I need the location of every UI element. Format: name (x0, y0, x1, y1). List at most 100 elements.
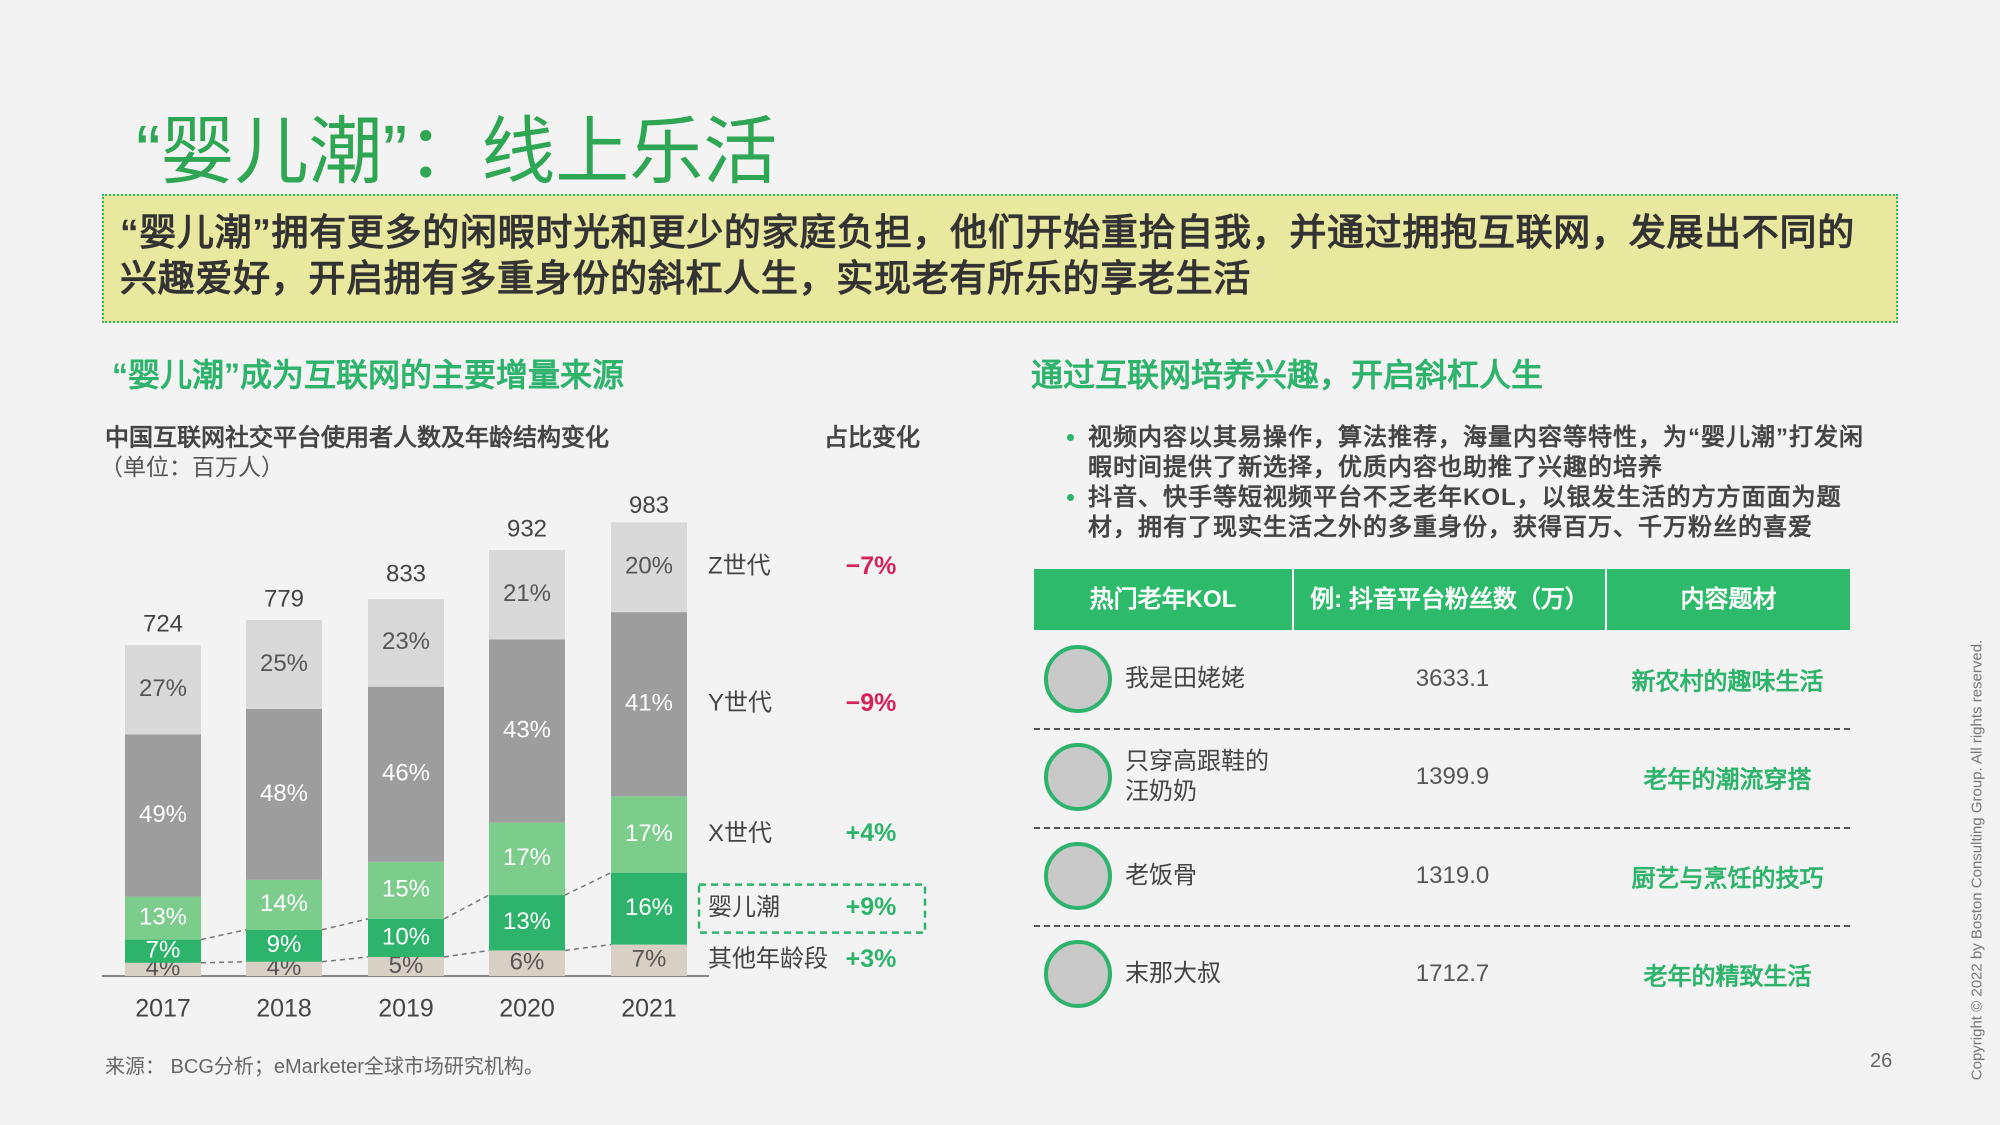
segment-label: 13% (503, 908, 551, 935)
segment-label: 13% (139, 903, 187, 930)
legend-highlight (697, 883, 927, 934)
legend-label: 其他年龄段 (708, 946, 828, 973)
change-value: −7% (846, 552, 897, 580)
table-header (1034, 569, 1850, 630)
segment-label: 49% (139, 801, 187, 828)
segment-label: 6% (510, 949, 545, 976)
fan-count: 1712.7 (1415, 960, 1490, 987)
bullet-list: 视频内容以其易操作，算法推荐，海量内容等特性，为“婴儿潮”打发闲暇时间提供了新选… (1060, 423, 1868, 543)
change-header: 占比变化 (824, 423, 920, 451)
x-tick-label: 2017 (135, 995, 191, 1023)
change-value: −9% (846, 689, 897, 717)
slide-title: “婴儿潮”：线上乐活 (136, 110, 778, 193)
trend-dash (200, 961, 247, 964)
table-header-cell: 热门老年KOL (1089, 586, 1237, 613)
bar-segment (125, 939, 201, 963)
chart-title: 中国互联网社交平台使用者人数及年龄结构变化 (105, 423, 609, 451)
segment-label: 48% (260, 780, 308, 807)
segment-label: 25% (260, 650, 308, 677)
avatar (1044, 940, 1112, 1008)
bar-segment (611, 944, 687, 976)
segment-label: 43% (503, 716, 551, 743)
bar-segment (489, 950, 565, 976)
kol-name: 老饭骨 (1125, 862, 1197, 889)
header-divider (1292, 569, 1294, 630)
bar-segment (611, 522, 687, 613)
summary-box (102, 194, 1898, 323)
kol-name: 只穿高跟鞋的汪奶奶 (1125, 748, 1269, 805)
segment-label: 16% (625, 894, 673, 921)
chart-subtitle: （单位：百万人） (100, 454, 284, 480)
chart: 中国互联网社交平台使用者人数及年龄结构变化 （单位：百万人） 占比变化 4%7%… (100, 423, 927, 1023)
change-value: +9% (846, 893, 897, 921)
bar-segment (611, 612, 687, 797)
segment-label: 46% (382, 760, 430, 787)
trend-dash (200, 928, 247, 941)
fan-count: 1319.0 (1415, 862, 1490, 889)
segment-label: 27% (139, 675, 187, 702)
content-topic: 厨艺与烹饪的技巧 (1631, 865, 1824, 893)
trend-dash (321, 956, 369, 963)
avatar (1044, 645, 1112, 713)
source: 来源： BCG分析；eMarketer全球市场研究机构。 (105, 1056, 544, 1078)
fan-count: 3633.1 (1415, 665, 1490, 692)
bar-segment (246, 619, 322, 709)
x-tick-label: 2021 (621, 995, 677, 1023)
bar-segment (489, 639, 565, 823)
trend-dash (564, 872, 612, 896)
avatar (1044, 842, 1112, 910)
right-heading: 通过互联网培养兴趣，开启斜杠人生 (1031, 357, 1544, 393)
segment-label: 21% (503, 580, 551, 607)
x-tick-label: 2019 (378, 995, 434, 1023)
bar-segment (125, 896, 201, 940)
x-tick-label: 2020 (499, 995, 555, 1023)
trend-dash (321, 918, 369, 931)
page-number: 26 (1870, 1050, 1893, 1072)
change-value: +3% (846, 945, 897, 973)
segment-label: 23% (382, 628, 430, 655)
bar-segment (125, 734, 201, 897)
total-label: 983 (629, 492, 669, 519)
bar-segment (368, 918, 444, 957)
segment-label: 20% (625, 553, 673, 580)
bar-segment (611, 796, 687, 873)
segment-label: 15% (382, 876, 430, 903)
bar-segment (368, 599, 444, 687)
legend-label: Y世代 (708, 690, 772, 717)
segment-label: 17% (625, 820, 673, 847)
total-label: 932 (507, 515, 547, 542)
summary: “婴儿潮”拥有更多的闲暇时光和更少的家庭负担，他们开始重拾自我，并通过拥抱互联网… (120, 212, 1855, 299)
bar-segment (489, 822, 565, 896)
bar-segment (246, 961, 322, 976)
trend-dash (443, 949, 490, 958)
header-divider (1605, 569, 1607, 630)
row-separator (1034, 925, 1850, 927)
bar-segment (125, 645, 201, 735)
fan-count: 1399.9 (1415, 763, 1490, 790)
bar-segment (489, 550, 565, 640)
bar-segment (246, 879, 322, 930)
copyright: Copyright © 2022 by Boston Consulting Gr… (1968, 639, 1986, 1081)
table-header-cell: 例: 抖音平台粉丝数（万） (1310, 586, 1589, 613)
kol-name: 我是田姥姥 (1125, 665, 1245, 692)
total-label: 833 (386, 561, 426, 588)
bar-segment (368, 956, 444, 976)
row-separator (1034, 728, 1850, 730)
trend-dash (564, 943, 612, 952)
segment-label: 17% (503, 844, 551, 871)
bar-segment (246, 708, 322, 880)
total-label: 779 (264, 585, 304, 612)
change-value: +4% (846, 819, 897, 847)
kol-name: 末那大叔 (1125, 960, 1221, 987)
x-tick-label: 2018 (256, 995, 312, 1023)
segment-label: 7% (146, 937, 181, 964)
segment-label: 41% (625, 690, 673, 717)
bar-segment (368, 686, 444, 862)
segment-label: 9% (267, 931, 302, 958)
avatar (1044, 743, 1112, 811)
segment-label: 10% (382, 923, 430, 950)
legend-label: 婴儿潮 (708, 894, 780, 921)
bar-segment (125, 962, 201, 976)
trend-dash (443, 894, 490, 920)
